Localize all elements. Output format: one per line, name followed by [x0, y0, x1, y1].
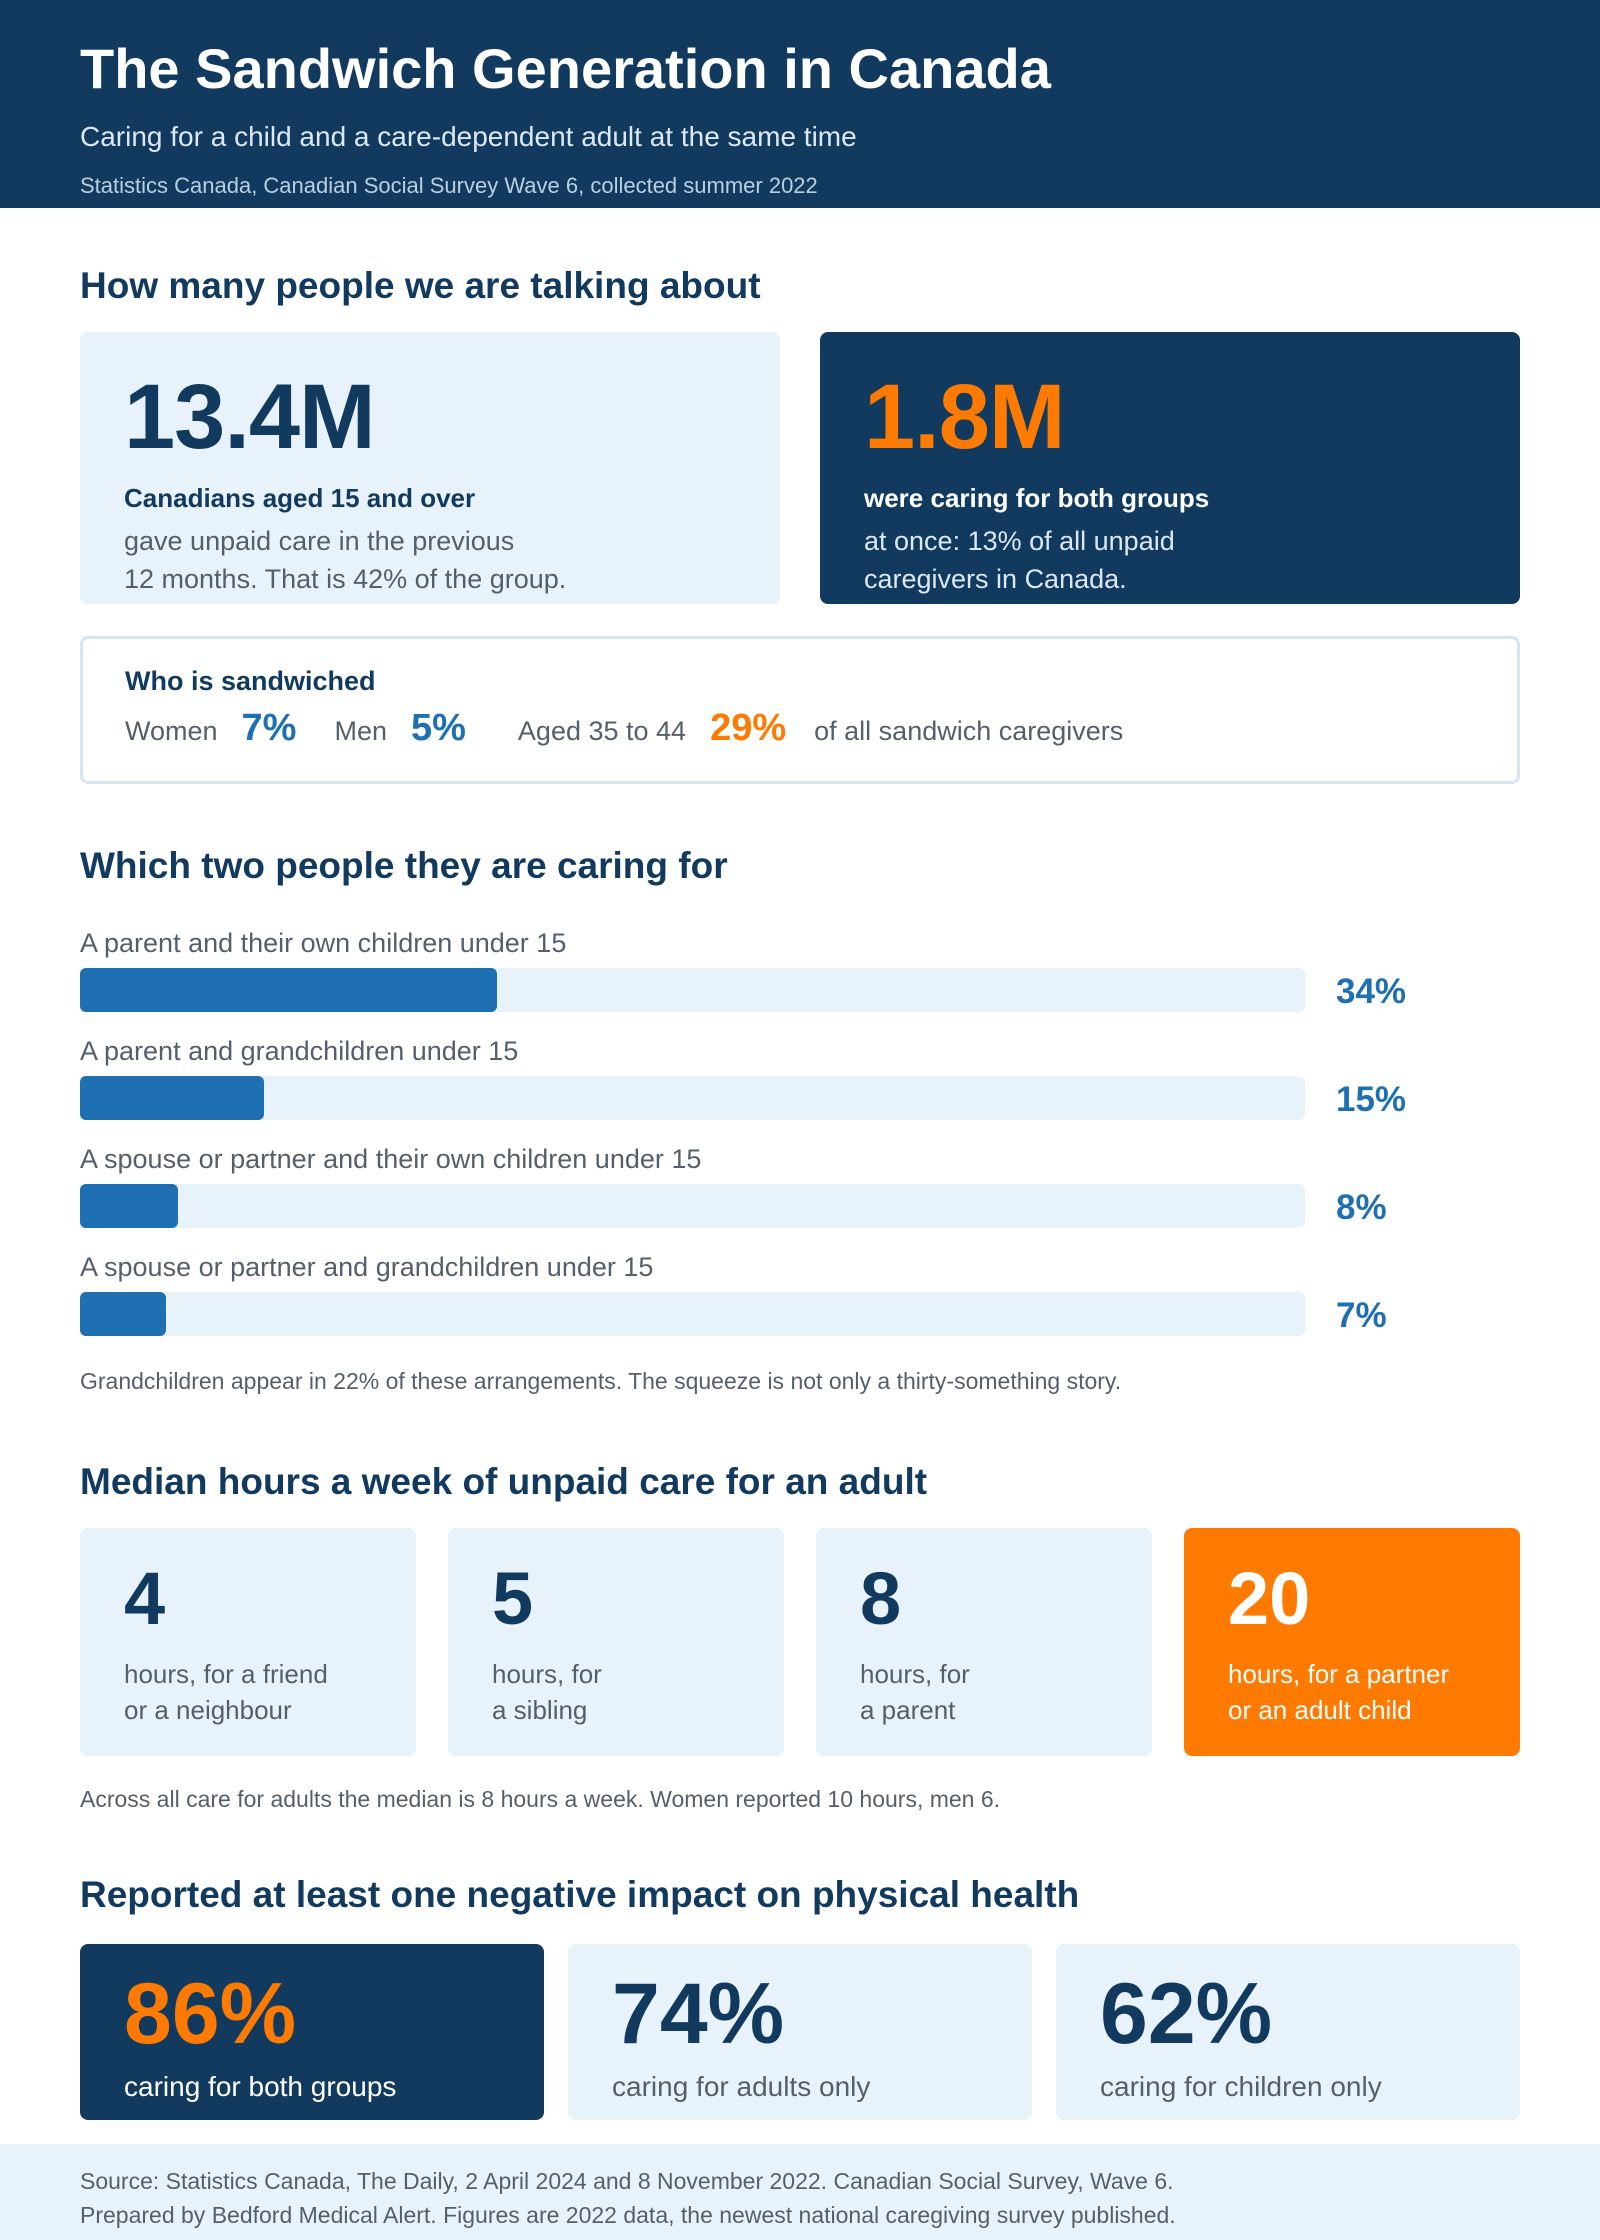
hours-description-line: hours, for [860, 1659, 970, 1689]
section-title-impact: Reported at least one negative impact on… [80, 1874, 1080, 1915]
impact-value: 86% [124, 1966, 297, 2062]
hours-description-line: a parent [860, 1695, 956, 1725]
stat-lead: Canadians aged 15 and over [124, 483, 476, 513]
men-label: Men [334, 716, 387, 746]
men-value: 5% [411, 707, 466, 749]
impact-card-children-only: 62% caring for children only [1056, 1944, 1520, 2120]
hours-description-line: hours, for a partner [1228, 1659, 1450, 1689]
bar-track [80, 1076, 1305, 1120]
impact-description: caring for both groups [124, 2071, 397, 2102]
impact-description: caring for adults only [612, 2071, 871, 2102]
bar-label: A spouse or partner and their own childr… [80, 1144, 702, 1174]
bar-fill [80, 1184, 178, 1228]
who-stats-row: Women 7% Men 5% Aged 35 to 44 29% of all… [125, 707, 1475, 750]
hours-card-partner: 20 hours, for a partner or an adult chil… [1184, 1528, 1520, 1756]
bar-fill [80, 1076, 264, 1120]
hours-description: hours, for a parent [860, 1656, 1080, 1728]
impact-value: 62% [1100, 1966, 1273, 2062]
hours-card-friend: 4 hours, for a friend or a neighbour [80, 1528, 416, 1756]
hours-description-line: hours, for [492, 1659, 602, 1689]
stat-value: 1.8M [864, 366, 1066, 468]
hours-description: hours, for a friend or a neighbour [124, 1656, 344, 1728]
women-label: Women [125, 716, 218, 746]
caring-for-bar-row: A parent and grandchildren under 15 15% [80, 1034, 1520, 1124]
page-source-meta: Statistics Canada, Canadian Social Surve… [80, 173, 818, 198]
bar-fill [80, 968, 497, 1012]
hours-description-line: or a neighbour [124, 1695, 292, 1725]
stat-description-line: caregivers in Canada. [864, 564, 1127, 594]
header-banner: The Sandwich Generation in Canada Caring… [0, 0, 1600, 208]
footer-credit-line: Prepared by Bedford Medical Alert. Figur… [80, 2202, 1176, 2228]
hours-value: 5 [492, 1557, 534, 1640]
caring-for-note: Grandchildren appear in 22% of these arr… [80, 1368, 1122, 1394]
footer-source-line: Source: Statistics Canada, The Daily, 2 … [80, 2168, 1174, 2194]
stat-description-line: at once: 13% of all unpaid [864, 526, 1175, 556]
hours-description-line: hours, for a friend [124, 1659, 328, 1689]
bar-label: A parent and their own children under 15 [80, 928, 567, 958]
who-is-sandwiched-box: Who is sandwiched Women 7% Men 5% Aged 3… [80, 636, 1520, 784]
hours-description: hours, for a partner or an adult child [1228, 1656, 1468, 1728]
footer: Source: Statistics Canada, The Daily, 2 … [0, 2144, 1600, 2240]
impact-description: caring for children only [1100, 2071, 1382, 2102]
hours-note: Across all care for adults the median is… [80, 1786, 1001, 1812]
hours-card-parent: 8 hours, for a parent [816, 1528, 1152, 1756]
stat-description-line: gave unpaid care in the previous [124, 526, 515, 556]
page-subtitle: Caring for a child and a care-dependent … [80, 121, 857, 152]
age-trail-text: of all sandwich caregivers [814, 716, 1124, 746]
impact-value: 74% [612, 1966, 785, 2062]
women-value: 7% [241, 707, 297, 749]
stat-lead: were caring for both groups [864, 483, 1210, 513]
bar-track [80, 1184, 1305, 1228]
bar-fill [80, 1292, 166, 1336]
bar-track [80, 968, 1305, 1012]
hours-card-sibling: 5 hours, for a sibling [448, 1528, 784, 1756]
stat-card-unpaid-caregivers: 13.4M Canadians aged 15 and over gave un… [80, 332, 780, 604]
stat-description: at once: 13% of all unpaid caregivers in… [864, 522, 1476, 598]
age-value: 29% [710, 707, 787, 749]
who-title: Who is sandwiched [125, 666, 376, 696]
section-title-people: How many people we are talking about [80, 265, 761, 306]
bar-value-label: 8% [1336, 1188, 1387, 1227]
hours-value: 20 [1228, 1557, 1311, 1640]
hours-value: 4 [124, 1557, 166, 1640]
bar-value-label: 7% [1336, 1296, 1387, 1335]
bar-value-label: 15% [1336, 1080, 1407, 1119]
section-title-hours: Median hours a week of unpaid care for a… [80, 1461, 928, 1502]
caring-for-bar-row: A spouse or partner and their own childr… [80, 1142, 1520, 1232]
bar-track [80, 1292, 1305, 1336]
stat-description: gave unpaid care in the previous 12 mont… [124, 522, 736, 598]
page-title: The Sandwich Generation in Canada [80, 37, 1051, 100]
bar-label: A parent and grandchildren under 15 [80, 1036, 519, 1066]
hours-description-line: or an adult child [1228, 1695, 1412, 1725]
hours-description-line: a sibling [492, 1695, 588, 1725]
impact-card-adults-only: 74% caring for adults only [568, 1944, 1032, 2120]
age-label: Aged 35 to 44 [517, 716, 687, 746]
stat-card-sandwich-caregivers: 1.8M were caring for both groups at once… [820, 332, 1520, 604]
stat-description-line: 12 months. That is 42% of the group. [124, 564, 567, 594]
stat-value: 13.4M [124, 366, 376, 468]
bar-label: A spouse or partner and grandchildren un… [80, 1252, 654, 1282]
section-title-caring-for: Which two people they are caring for [80, 845, 728, 886]
impact-card-both-groups: 86% caring for both groups [80, 1944, 544, 2120]
hours-value: 8 [860, 1557, 902, 1640]
caring-for-bar-row: A spouse or partner and grandchildren un… [80, 1250, 1520, 1340]
bar-value-label: 34% [1336, 972, 1407, 1011]
caring-for-bar-row: A parent and their own children under 15… [80, 926, 1520, 1016]
hours-description: hours, for a sibling [492, 1656, 712, 1728]
